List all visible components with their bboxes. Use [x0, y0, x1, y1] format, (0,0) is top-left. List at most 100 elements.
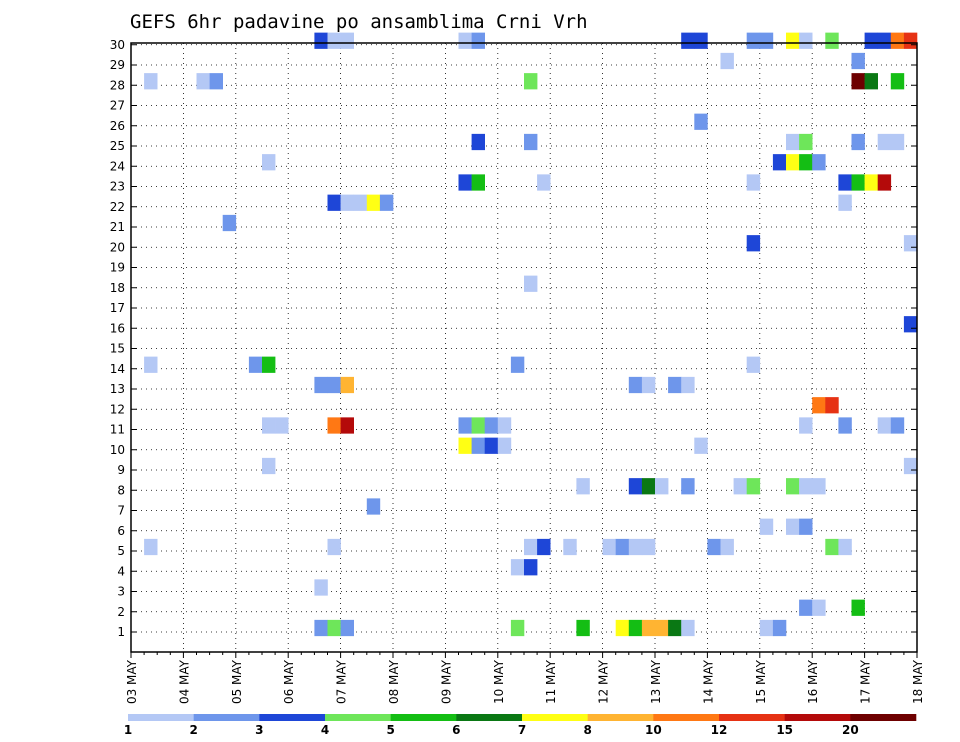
heatmap-cell	[812, 154, 826, 171]
heatmap-cell	[812, 397, 826, 414]
legend-label: 10	[645, 723, 662, 737]
legend-swatch	[128, 714, 194, 721]
heatmap-cell	[471, 133, 485, 151]
heatmap-cell	[327, 194, 341, 211]
heatmap-cell	[576, 619, 590, 637]
heatmap-cell	[615, 619, 630, 637]
heatmap-cell	[772, 154, 787, 171]
heatmap-cell	[262, 356, 276, 373]
legend-label: 1	[124, 723, 132, 737]
heatmap-cell	[222, 214, 237, 232]
y-tick-label: 29	[110, 58, 125, 72]
legend-label: 7	[518, 723, 526, 737]
heatmap-cell	[825, 538, 839, 556]
x-tick-label: 13 MAY	[649, 659, 663, 704]
heatmap-cell	[340, 619, 354, 637]
x-tick-label: 18 MAY	[911, 659, 925, 704]
heatmap-cells	[144, 32, 918, 637]
heatmap-cell	[786, 133, 800, 151]
heatmap-cell	[353, 194, 368, 211]
heatmap-cell	[248, 356, 263, 373]
x-tick-label: 08 MAY	[387, 659, 401, 704]
heatmap-cell	[144, 356, 158, 373]
y-tick-label: 13	[110, 382, 125, 396]
x-tick-label: 04 MAY	[177, 659, 191, 704]
heatmap-cell	[497, 437, 512, 454]
legend-swatch	[390, 714, 457, 721]
heatmap-cell	[799, 518, 813, 535]
legend-label: 15	[776, 723, 793, 737]
heatmap-cell	[694, 32, 708, 49]
heatmap-cell	[903, 32, 918, 49]
heatmap-cell	[209, 73, 223, 90]
y-tick-label: 22	[110, 200, 125, 214]
heatmap-cell	[890, 32, 905, 49]
heatmap-cell	[746, 174, 761, 191]
heatmap-cell	[890, 133, 905, 151]
heatmap-cell	[628, 478, 643, 495]
heatmap-cell	[799, 478, 813, 495]
heatmap-cell	[524, 133, 538, 151]
heatmap-cell	[327, 376, 341, 394]
heatmap-cell	[327, 417, 341, 434]
heatmap-cell	[707, 538, 721, 556]
heatmap-cell	[694, 437, 708, 454]
heatmap-cell	[746, 32, 761, 49]
legend-swatch	[719, 714, 785, 721]
x-tick-label: 10 MAY	[492, 659, 506, 704]
heatmap-cell	[825, 32, 839, 49]
heatmap-cell	[655, 619, 669, 637]
heatmap-cell	[524, 275, 538, 292]
heatmap-cell	[825, 397, 839, 414]
y-tick-label: 5	[117, 544, 125, 558]
y-tick-label: 23	[110, 180, 125, 194]
legend-swatch	[587, 714, 654, 721]
x-tick-label: 16 MAY	[806, 659, 820, 704]
heatmap-cell	[340, 32, 354, 49]
y-tick-label: 15	[110, 342, 125, 356]
heatmap-cell	[786, 478, 800, 495]
heatmap-cell	[864, 73, 878, 90]
heatmap-cell	[746, 235, 761, 252]
heatmap-cell	[537, 174, 551, 191]
heatmap-cell	[877, 133, 892, 151]
heatmap-cell	[681, 619, 695, 637]
y-tick-label: 8	[117, 483, 125, 497]
y-tick-label: 28	[110, 78, 125, 92]
y-tick-label: 17	[110, 301, 125, 315]
heatmap-cell	[746, 356, 761, 373]
heatmap-cell	[641, 619, 656, 637]
x-tick-label: 09 MAY	[439, 659, 453, 704]
y-tick-label: 6	[117, 524, 125, 538]
heatmap-cell	[720, 538, 734, 556]
heatmap-cell	[694, 113, 708, 130]
legend-swatch	[325, 714, 391, 721]
heatmap-cell	[471, 174, 485, 191]
x-tick-label: 06 MAY	[282, 659, 296, 704]
heatmap-cell	[786, 154, 800, 171]
x-tick-label: 05 MAY	[230, 659, 244, 704]
heatmap-cell	[877, 417, 892, 434]
x-tick-label: 03 MAY	[125, 659, 139, 704]
x-tick-label: 15 MAY	[754, 659, 768, 704]
heatmap-cell	[838, 174, 852, 191]
y-tick-label: 2	[117, 605, 125, 619]
heatmap-cell	[524, 559, 538, 576]
heatmap-cell	[327, 538, 341, 556]
heatmap-cell	[262, 417, 276, 434]
heatmap-cell	[681, 32, 695, 49]
legend-swatch	[193, 714, 260, 721]
heatmap-cell	[759, 518, 774, 535]
heatmap-cell	[510, 619, 525, 637]
heatmap-cell	[720, 52, 734, 70]
heatmap-cell	[733, 478, 747, 495]
y-tick-label: 11	[110, 423, 125, 437]
y-tick-label: 30	[110, 38, 125, 52]
heatmap-cell	[681, 478, 695, 495]
heatmap-cell	[799, 154, 813, 171]
y-tick-label: 4	[117, 564, 125, 578]
x-tick-label: 07 MAY	[335, 659, 349, 704]
heatmap-cell	[759, 32, 774, 49]
heatmap-cell	[576, 478, 590, 495]
